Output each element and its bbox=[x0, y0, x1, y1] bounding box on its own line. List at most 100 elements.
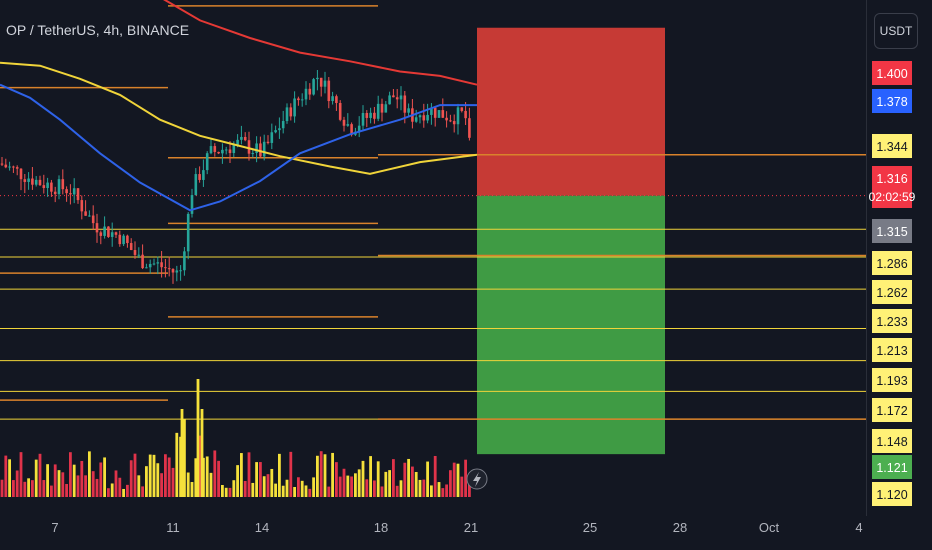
volume-bar bbox=[194, 458, 198, 497]
volume-bar bbox=[430, 485, 433, 497]
volume-bar bbox=[323, 454, 327, 497]
volume-bar bbox=[464, 459, 467, 497]
price-axis-separator bbox=[866, 0, 867, 516]
candle bbox=[53, 191, 57, 195]
candle bbox=[403, 95, 407, 113]
volume-bar bbox=[118, 477, 122, 497]
candle bbox=[141, 254, 144, 269]
volume-bar bbox=[200, 409, 204, 497]
price-tag-label: 1.344 bbox=[876, 140, 907, 154]
price-tag bbox=[872, 429, 912, 453]
candle bbox=[8, 166, 11, 168]
volume-bar bbox=[183, 419, 186, 497]
candle bbox=[365, 113, 369, 118]
volume-bar bbox=[57, 470, 61, 497]
candle bbox=[338, 102, 342, 120]
stop-loss-zone bbox=[477, 27, 665, 196]
volume-bar bbox=[175, 432, 179, 497]
price-tag-label: 1.262 bbox=[876, 286, 907, 300]
candle bbox=[23, 179, 27, 182]
price-tag bbox=[872, 482, 912, 506]
candle bbox=[285, 107, 289, 122]
volume-bar bbox=[46, 464, 49, 497]
currency-button[interactable]: USDT bbox=[874, 13, 918, 49]
volume-bar bbox=[426, 461, 429, 497]
candle bbox=[335, 96, 338, 103]
volume-bar bbox=[180, 409, 184, 497]
candle bbox=[114, 232, 118, 235]
candle bbox=[183, 251, 186, 271]
volume-bar bbox=[50, 485, 53, 497]
candle bbox=[433, 107, 437, 118]
candle bbox=[129, 243, 133, 251]
candle bbox=[194, 174, 198, 196]
volume-bar bbox=[126, 484, 129, 497]
price-tag bbox=[872, 309, 912, 333]
candle bbox=[15, 167, 19, 169]
candle bbox=[110, 232, 114, 237]
volume-bar bbox=[312, 477, 315, 497]
volume-bar bbox=[76, 475, 80, 497]
volume-bar bbox=[156, 463, 160, 497]
candle bbox=[198, 174, 201, 180]
volume-bar bbox=[262, 476, 266, 497]
volume-bar bbox=[217, 460, 220, 497]
candle bbox=[152, 263, 156, 265]
candle bbox=[202, 170, 205, 180]
volume-bar bbox=[304, 485, 308, 497]
candle bbox=[319, 77, 323, 87]
volume-bar bbox=[95, 478, 99, 497]
candle bbox=[80, 200, 84, 212]
candle bbox=[308, 88, 312, 95]
volume-bar bbox=[342, 468, 346, 497]
volume-bar bbox=[148, 454, 152, 497]
candle bbox=[414, 117, 418, 122]
candle bbox=[327, 80, 331, 102]
volume-bar bbox=[122, 488, 125, 497]
candle bbox=[243, 136, 247, 141]
price-tag bbox=[872, 166, 912, 208]
volume-bar bbox=[327, 486, 331, 497]
price-tag-label: 1.315 bbox=[876, 225, 907, 239]
price-tag bbox=[872, 398, 912, 422]
candle bbox=[103, 226, 106, 236]
volume-bar bbox=[319, 451, 323, 497]
volume-bar bbox=[4, 455, 8, 497]
price-tag-label: 1.148 bbox=[876, 435, 907, 449]
volume-bar bbox=[266, 474, 270, 497]
volume-bar bbox=[247, 452, 251, 497]
volume-bar bbox=[422, 479, 426, 497]
candle bbox=[205, 153, 209, 171]
candle bbox=[171, 269, 175, 273]
price-tag-label: 1.286 bbox=[876, 257, 907, 271]
volume-bar bbox=[236, 465, 239, 497]
candle bbox=[46, 182, 49, 189]
candle bbox=[213, 146, 217, 152]
volume-bar bbox=[213, 450, 217, 497]
candle bbox=[388, 95, 391, 105]
candle bbox=[240, 136, 243, 140]
volume-bar bbox=[316, 455, 319, 497]
price-tag-label: 1.121 bbox=[876, 461, 907, 475]
candle bbox=[118, 234, 122, 245]
candle bbox=[175, 270, 179, 273]
volume-bar bbox=[354, 473, 357, 497]
candle bbox=[384, 104, 388, 113]
price-tag bbox=[872, 134, 912, 158]
volume-bar bbox=[171, 467, 175, 497]
price-tag bbox=[872, 219, 912, 243]
x-axis-tick-label: Oct bbox=[759, 520, 780, 535]
candle bbox=[262, 141, 266, 157]
volume-bar bbox=[357, 469, 361, 497]
x-axis-tick-label: 25 bbox=[583, 520, 597, 535]
volume-bar bbox=[19, 452, 23, 497]
volume-bar bbox=[42, 480, 46, 497]
x-axis-tick-label: 4 bbox=[855, 520, 862, 535]
candle bbox=[422, 115, 426, 121]
candle bbox=[186, 213, 190, 252]
volume-bar bbox=[69, 452, 72, 497]
volume-bar bbox=[259, 462, 262, 497]
candle bbox=[137, 254, 141, 256]
price-tag-label: 1.378 bbox=[876, 95, 907, 109]
